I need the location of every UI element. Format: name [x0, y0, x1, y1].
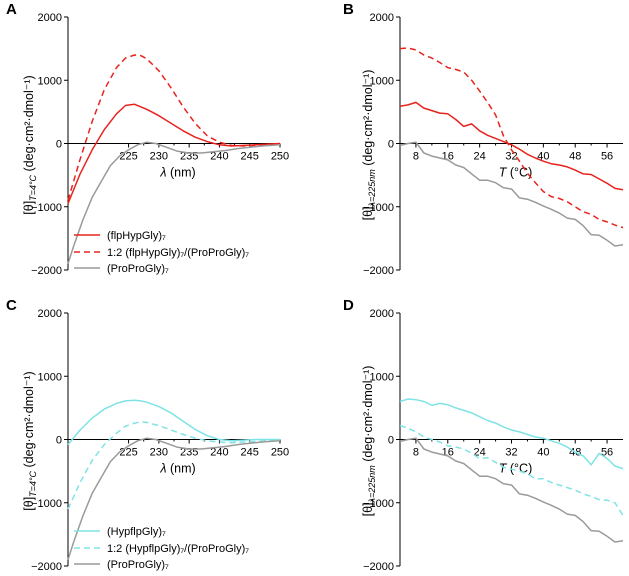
y-tick-label-b-0: 2000 [370, 12, 394, 24]
y-tick-label-b-3: −1000 [363, 202, 394, 214]
x-tick-label-d-4: 40 [537, 447, 549, 459]
x-tick-label-d-2: 24 [474, 447, 486, 459]
y-tick-label-b-2: 0 [388, 139, 394, 151]
x-tick-label-a-5: 250 [271, 151, 289, 163]
series-line-a-1 [67, 54, 281, 201]
y-tick-label-a-3: −1000 [31, 202, 62, 214]
panel-c-label: C [6, 297, 17, 314]
x-tick-label-b-0: 8 [413, 151, 419, 163]
x-tick-label-c-0: 225 [119, 447, 137, 459]
legend-a-text-2: (ProProGly)₇ [107, 263, 169, 275]
panel-d-ylabel: [θ]λ=225nm (deg·cm²·dmol⁻¹) [361, 366, 377, 517]
panel-a-legend: (flpHypGly)₇ 1:2 (flpHypGly)₇/(ProProGly… [74, 230, 249, 275]
x-axis-label-a: λ (nm) [159, 166, 195, 180]
x-tick-label-a-3: 240 [210, 151, 228, 163]
y-tick-label-d-1: 1000 [370, 371, 394, 383]
x-tick-label-a-4: 245 [241, 151, 259, 163]
legend-c-text-0: (HypflpGly)₇ [107, 526, 166, 538]
panel-b-ylabel: [θ]λ=225nm (deg·cm²·dmol⁻¹) [361, 70, 377, 221]
series-line-c-2 [67, 437, 281, 560]
panel-a-ylabel: [θ]T=4°C (deg·cm²·dmol⁻¹) [22, 75, 38, 214]
y-tick-label-c-0: 2000 [38, 308, 62, 320]
series-line-a-2 [67, 141, 281, 264]
y-tick-label-d-4: −2000 [363, 561, 394, 573]
x-tick-label-b-3: 32 [505, 151, 517, 163]
svg-text:[θ]T=4°C (deg·cm²·dmol⁻¹): [θ]T=4°C (deg·cm²·dmol⁻¹) [22, 371, 38, 510]
y-tick-label-d-3: −1000 [363, 498, 394, 510]
x-axis-label-d: T (°C) [499, 462, 532, 476]
panel-d-label: D [343, 297, 354, 314]
series-line-c-0 [67, 399, 280, 446]
y-tick-label-a-1: 1000 [38, 75, 62, 87]
x-tick-label-b-6: 56 [601, 151, 613, 163]
panel-c-legend: (HypflpGly)₇ 1:2 (HypflpGly)₇/(ProProGly… [74, 526, 249, 571]
x-tick-label-c-4: 245 [241, 447, 259, 459]
x-tick-label-c-1: 230 [150, 447, 168, 459]
svg-text:[θ]λ=225nm (deg·cm²·dmol⁻¹): [θ]λ=225nm (deg·cm²·dmol⁻¹) [361, 366, 377, 517]
x-tick-label-b-2: 24 [474, 151, 486, 163]
svg-text:[θ]T=4°C (deg·cm²·dmol⁻¹): [θ]T=4°C (deg·cm²·dmol⁻¹) [22, 75, 38, 214]
y-tick-label-a-2: 0 [56, 139, 62, 151]
series-line-d-1 [399, 424, 624, 516]
x-axis-label-c: λ (nm) [159, 462, 195, 476]
legend-c-text-1: 1:2 (HypflpGly)₇/(ProProGly)₇ [107, 543, 249, 555]
x-tick-label-d-3: 32 [505, 447, 517, 459]
legend-a-text-0: (flpHypGly)₇ [107, 230, 166, 242]
panel-b-label: B [343, 1, 354, 18]
x-axis-label-b: T (°C) [499, 166, 532, 180]
series-line-c-1 [67, 421, 281, 510]
x-tick-label-d-6: 56 [601, 447, 613, 459]
x-tick-label-c-5: 250 [271, 447, 289, 459]
y-tick-label-c-2: 0 [56, 435, 62, 447]
panel-c-ylabel: [θ]T=4°C (deg·cm²·dmol⁻¹) [22, 371, 38, 510]
x-tick-label-b-5: 48 [569, 151, 581, 163]
x-tick-label-a-1: 230 [150, 151, 168, 163]
series-line-b-1 [399, 47, 624, 229]
svg-text:[θ]λ=225nm (deg·cm²·dmol⁻¹): [θ]λ=225nm (deg·cm²·dmol⁻¹) [361, 70, 377, 221]
series-line-b-2 [399, 141, 624, 247]
y-tick-label-a-4: −2000 [31, 265, 62, 277]
legend-a-text-1: 1:2 (flpHypGly)₇/(ProProGly)₇ [107, 247, 249, 259]
y-tick-label-b-1: 1000 [370, 75, 394, 87]
series-line-b-0 [399, 101, 624, 191]
x-tick-label-d-0: 8 [413, 447, 419, 459]
y-tick-label-c-4: −2000 [31, 561, 62, 573]
y-tick-label-c-3: −1000 [31, 498, 62, 510]
y-tick-label-d-2: 0 [388, 435, 394, 447]
series-line-d-0 [399, 398, 624, 470]
y-tick-label-b-4: −2000 [363, 265, 394, 277]
y-tick-label-a-0: 2000 [38, 12, 62, 24]
y-tick-label-c-1: 1000 [38, 371, 62, 383]
series-line-d-2 [399, 437, 624, 543]
legend-c-text-2: (ProProGly)₇ [107, 559, 169, 571]
x-tick-label-c-3: 240 [210, 447, 228, 459]
panel-a-label: A [6, 1, 17, 18]
x-tick-label-a-0: 225 [119, 151, 137, 163]
y-tick-label-d-0: 2000 [370, 308, 394, 320]
